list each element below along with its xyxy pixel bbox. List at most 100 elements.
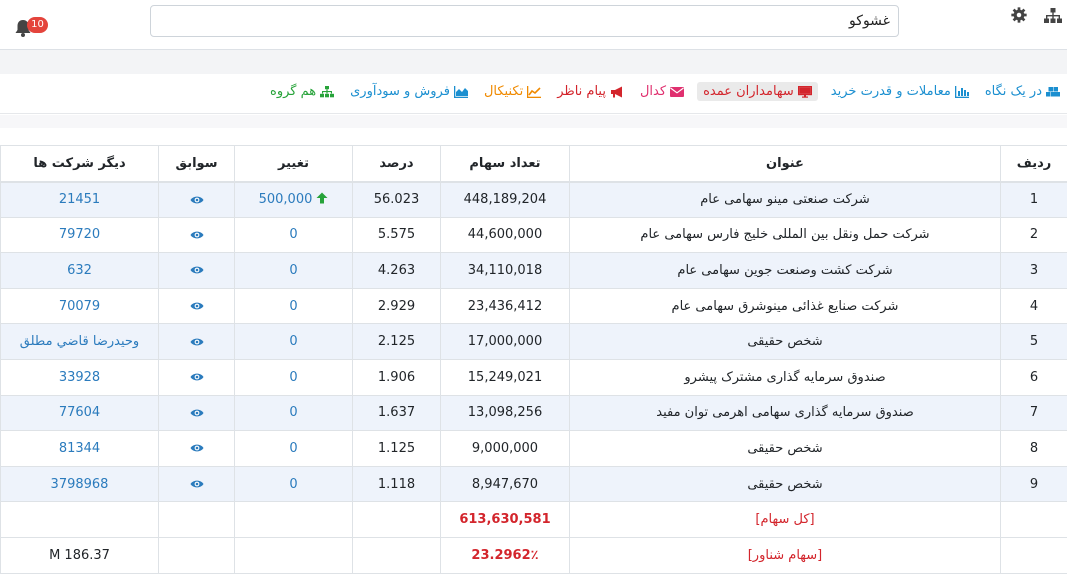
row-other-companies: 21451: [0, 181, 159, 218]
col-percent-header: درصد: [352, 145, 441, 183]
row-percent: 4.263: [352, 252, 441, 289]
change-value: 0: [289, 262, 298, 278]
col-change-header: تغییر: [234, 145, 353, 183]
row-history: [158, 323, 235, 360]
row-other-companies: وحیدرضا قاضي مطلق: [0, 323, 159, 360]
other-companies-link[interactable]: 21451: [58, 192, 101, 208]
row-percent: 5.575: [352, 216, 441, 254]
line-chart-icon: [527, 85, 542, 98]
nav-tab-1[interactable]: در یک نگاه: [982, 82, 1063, 101]
summary-value: 613,630,581: [440, 501, 570, 538]
col-shares-header: تعداد سهام: [440, 145, 570, 183]
bell-icon[interactable]: [14, 18, 32, 38]
search-input[interactable]: غشوکو: [150, 5, 899, 37]
row-other-companies: 77604: [0, 394, 159, 432]
row-percent: 1.118: [352, 465, 441, 503]
row-rank: 7: [1000, 394, 1067, 432]
sitemap-icon: [320, 85, 335, 98]
row-title: شرکت کشت وصنعت جوین سهامی عام: [569, 252, 1001, 289]
table-row: 5 شخص حقیقی 17,000,000 2.125 0 وحیدرضا قاضي م…: [0, 323, 1067, 360]
eye-icon[interactable]: [190, 227, 204, 242]
row-change: 0: [234, 323, 353, 360]
summary-other: [0, 501, 159, 538]
col-history-header: سوابق: [158, 145, 235, 183]
other-companies-link[interactable]: 632: [67, 262, 92, 278]
nav-tab-label: پیام ناظر: [557, 84, 606, 99]
change-value: 0: [289, 369, 298, 385]
eye-icon[interactable]: [190, 405, 204, 420]
change-value: 0: [289, 227, 298, 243]
row-history: [158, 394, 235, 432]
nav-tab-label: کدال: [639, 84, 667, 99]
row-title: شخص حقیقی: [569, 323, 1001, 360]
row-percent: 2.125: [352, 323, 441, 360]
summary-empty: [234, 501, 353, 538]
other-companies-link[interactable]: وحیدرضا قاضي مطلق: [19, 334, 140, 350]
row-other-companies: 81344: [0, 430, 159, 467]
other-companies-link[interactable]: 81344: [58, 440, 101, 456]
table-row: 2 شرکت حمل ونقل بین المللی خلیج فارس سهام…: [0, 216, 1067, 254]
eye-icon[interactable]: [190, 334, 204, 349]
row-shares: 23,436,412: [440, 287, 570, 325]
other-companies-link[interactable]: 70079: [58, 298, 101, 314]
nav-tab-8[interactable]: هم گروه: [267, 82, 337, 101]
spacer-strip-2: [0, 115, 1067, 128]
eye-icon[interactable]: [190, 441, 204, 456]
row-percent: 2.929: [352, 287, 441, 325]
col-other-companies-header: دیگر شرکت ها: [0, 145, 159, 183]
nav-tab-6[interactable]: تکنیکال: [481, 82, 544, 101]
row-change: 0: [234, 216, 353, 254]
change-value: 0: [289, 298, 298, 314]
other-companies-link[interactable]: 3798968: [50, 476, 109, 492]
row-rank: 9: [1000, 465, 1067, 503]
nav-tab-4[interactable]: کدال: [637, 82, 687, 101]
change-value: 0: [289, 334, 298, 350]
envelope-icon: [670, 86, 685, 98]
nav-tab-label: در یک نگاه: [984, 84, 1042, 99]
row-other-companies: 33928: [0, 358, 159, 396]
row-shares: 44,600,000: [440, 216, 570, 254]
section-nav: در یک نگاه معاملات و قدرت خرید سهامداران ع…: [0, 74, 1067, 114]
other-companies-link[interactable]: 77604: [58, 405, 101, 421]
other-companies-link[interactable]: 79720: [58, 227, 101, 243]
row-change: 0: [234, 287, 353, 325]
row-shares: 13,098,256: [440, 394, 570, 432]
gear-icon[interactable]: [1010, 6, 1028, 24]
row-other-companies: 70079: [0, 287, 159, 325]
table-row: 4 شرکت صنایع غذائی مینوشرق سهامی عام 23,43…: [0, 287, 1067, 325]
change-value: 0: [289, 440, 298, 456]
eye-icon[interactable]: [190, 263, 204, 278]
row-rank: 5: [1000, 323, 1067, 360]
row-change: 0: [234, 394, 353, 432]
sitemap-icon[interactable]: [1043, 6, 1063, 26]
nav-items: در یک نگاه معاملات و قدرت خرید سهامداران ع…: [257, 82, 1063, 101]
nav-tab-label: سهامداران عمده: [703, 84, 794, 99]
table-row: 7 صندوق سرمایه گذاری سهامی اهرمی توان مفی…: [0, 394, 1067, 432]
row-change: 0: [234, 430, 353, 467]
row-title: شرکت صنعتی مینو سهامی عام: [569, 181, 1001, 218]
row-percent: 56.023: [352, 181, 441, 218]
nav-tab-5[interactable]: پیام ناظر: [554, 82, 627, 101]
row-title: صندوق سرمایه گذاری مشترک پیشرو: [569, 358, 1001, 396]
table-row: 1 شرکت صنعتی مینو سهامی عام 448,189,204 56.…: [0, 181, 1067, 218]
nav-tab-7[interactable]: فروش و سودآوری: [347, 82, 471, 101]
row-history: [158, 358, 235, 396]
eye-icon[interactable]: [190, 299, 204, 314]
row-rank: 4: [1000, 287, 1067, 325]
row-other-companies: 79720: [0, 216, 159, 254]
nav-tab-2[interactable]: معاملات و قدرت خرید: [828, 82, 972, 101]
eye-icon[interactable]: [190, 192, 204, 207]
eye-icon[interactable]: [190, 370, 204, 385]
spacer-strip: [0, 50, 1067, 74]
area-chart-icon: [453, 85, 468, 98]
row-history: [158, 430, 235, 467]
summary-value: 23.2962٪: [440, 536, 570, 574]
row-rank: 8: [1000, 430, 1067, 467]
change-value: 0: [289, 405, 298, 421]
summary-label: [سهام شناور]: [569, 536, 1001, 574]
eye-icon[interactable]: [190, 477, 204, 492]
other-companies-link[interactable]: 33928: [58, 369, 101, 385]
nav-tab-3[interactable]: سهامداران عمده: [697, 82, 818, 101]
row-shares: 9,000,000: [440, 430, 570, 467]
desktop-icon: [797, 85, 812, 98]
